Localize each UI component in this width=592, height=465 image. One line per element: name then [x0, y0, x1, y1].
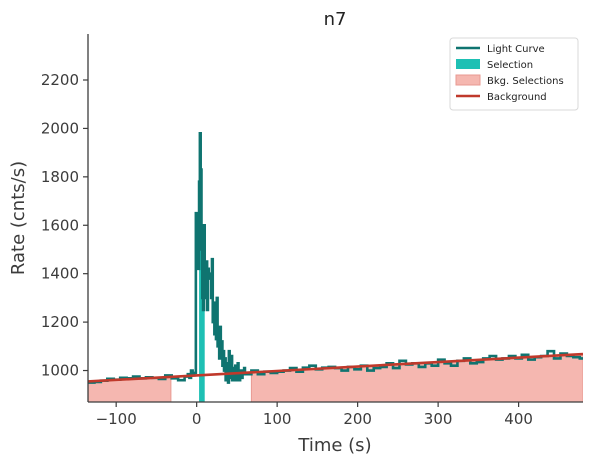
x-tick-label: 300 — [424, 410, 453, 428]
legend-label: Selection — [487, 60, 533, 71]
legend-box — [449, 37, 579, 111]
x-tick-label: 200 — [343, 410, 372, 428]
legend-label: Light Curve — [487, 44, 545, 55]
legend-swatch — [456, 59, 480, 69]
x-tick-label: −100 — [96, 410, 137, 428]
y-tick-label: 1400 — [41, 265, 79, 283]
legend-swatch — [455, 74, 481, 86]
x-tick-label: 0 — [192, 410, 202, 428]
background-line — [88, 352, 583, 383]
y-tick-label: 1800 — [41, 168, 79, 186]
bkg-selection-region-1 — [250, 353, 583, 402]
plot-area — [88, 131, 583, 402]
legend-label: Bkg. Selections — [487, 76, 564, 87]
axes: −100 0 100 200 300 400 1000 1200 1400 1600 1800 200… — [41, 34, 583, 428]
legend-label: Background — [487, 92, 547, 103]
y-tick-label: 1000 — [41, 362, 79, 380]
y-axis-title: Rate (cnts/s) — [8, 161, 29, 275]
x-tick-label: 400 — [504, 410, 533, 428]
x-tick-label: 100 — [263, 410, 292, 428]
y-tick-label: 1200 — [41, 313, 79, 331]
y-tick-label: 2200 — [41, 71, 79, 89]
y-tick-label: 1600 — [41, 216, 79, 234]
light-curve-line — [88, 131, 583, 384]
x-axis-title: Time (s) — [297, 435, 371, 456]
y-tick-label: 2000 — [41, 119, 79, 137]
legend: Light Curve Selection Bkg. Selections Backg… — [449, 37, 579, 111]
chart-title: n7 — [324, 9, 347, 30]
